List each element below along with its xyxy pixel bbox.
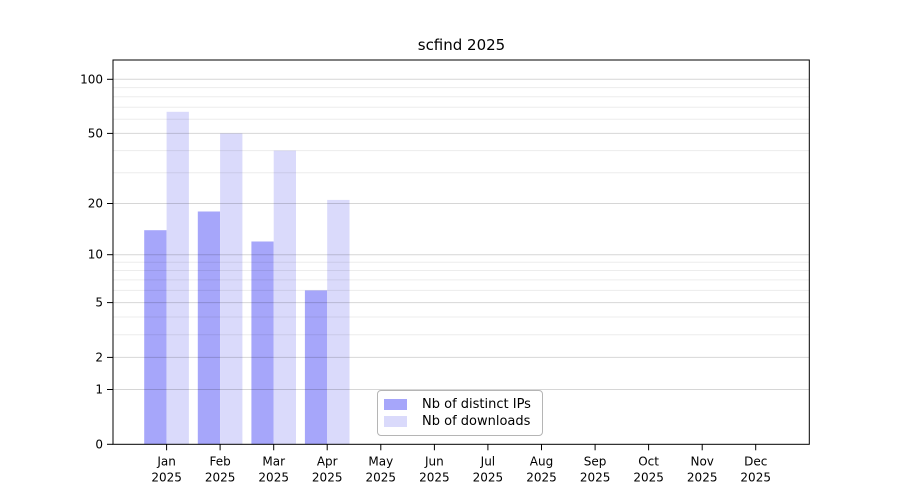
x-tick-year-feb: 2025: [205, 470, 236, 484]
x-tick-year-apr: 2025: [312, 470, 343, 484]
x-tick-year-aug: 2025: [526, 470, 557, 484]
bar-downloads-apr: [327, 199, 350, 445]
x-tick-year-jan: 2025: [151, 470, 182, 484]
bar-ips-mar: [251, 241, 274, 445]
y-tick-label-1: 1: [95, 383, 103, 397]
bar-downloads-feb: [220, 133, 243, 445]
bar-ips-feb: [197, 211, 221, 445]
x-tick-label-sep: Sep: [584, 454, 607, 468]
x-tick-label-nov: Nov: [690, 454, 713, 468]
plot-border: [112, 59, 810, 445]
x-tick-label-dec: Dec: [744, 454, 767, 468]
x-tick-label-mar: Mar: [262, 454, 285, 468]
legend-label-distinct-ips: Nb of distinct IPs: [422, 397, 531, 412]
y-tick-label-0: 0: [95, 437, 103, 451]
bar-ips-apr: [304, 290, 328, 445]
y-tick-label-100: 100: [80, 72, 103, 86]
legend-label-downloads: Nb of downloads: [422, 414, 531, 429]
legend-swatch-distinct-ips: [384, 399, 407, 410]
x-tick-label-jan: Jan: [156, 454, 176, 468]
y-tick-label-20: 20: [88, 197, 103, 211]
bar-downloads-jan: [166, 111, 189, 445]
y-tick-label-5: 5: [95, 296, 103, 310]
y-tick-label-10: 10: [88, 248, 103, 262]
x-tick-year-jul: 2025: [473, 470, 504, 484]
x-tick-label-apr: Apr: [317, 454, 338, 468]
legend-item-downloads: Nb of downloads: [384, 413, 534, 430]
y-tick-label-50: 50: [88, 126, 103, 140]
x-tick-label-oct: Oct: [638, 454, 659, 468]
bar-ips-jan: [144, 230, 167, 445]
legend: Nb of distinct IPs Nb of downloads: [377, 390, 543, 436]
x-tick-label-jun: Jun: [424, 454, 444, 468]
x-tick-year-mar: 2025: [258, 470, 289, 484]
x-tick-year-may: 2025: [366, 470, 397, 484]
x-tick-year-nov: 2025: [687, 470, 718, 484]
x-tick-label-feb: Feb: [209, 454, 230, 468]
x-tick-label-aug: Aug: [530, 454, 553, 468]
x-tick-year-dec: 2025: [740, 470, 771, 484]
x-tick-year-sep: 2025: [580, 470, 611, 484]
legend-item-distinct-ips: Nb of distinct IPs: [384, 396, 534, 413]
x-tick-label-jul: Jul: [480, 454, 495, 468]
y-tick-label-2: 2: [95, 350, 103, 364]
x-tick-year-oct: 2025: [633, 470, 664, 484]
x-tick-year-jun: 2025: [419, 470, 450, 484]
legend-swatch-downloads: [384, 416, 407, 427]
chart-title: scfind 2025: [417, 36, 506, 54]
x-tick-label-may: May: [368, 454, 393, 468]
bar-downloads-mar: [273, 150, 296, 445]
